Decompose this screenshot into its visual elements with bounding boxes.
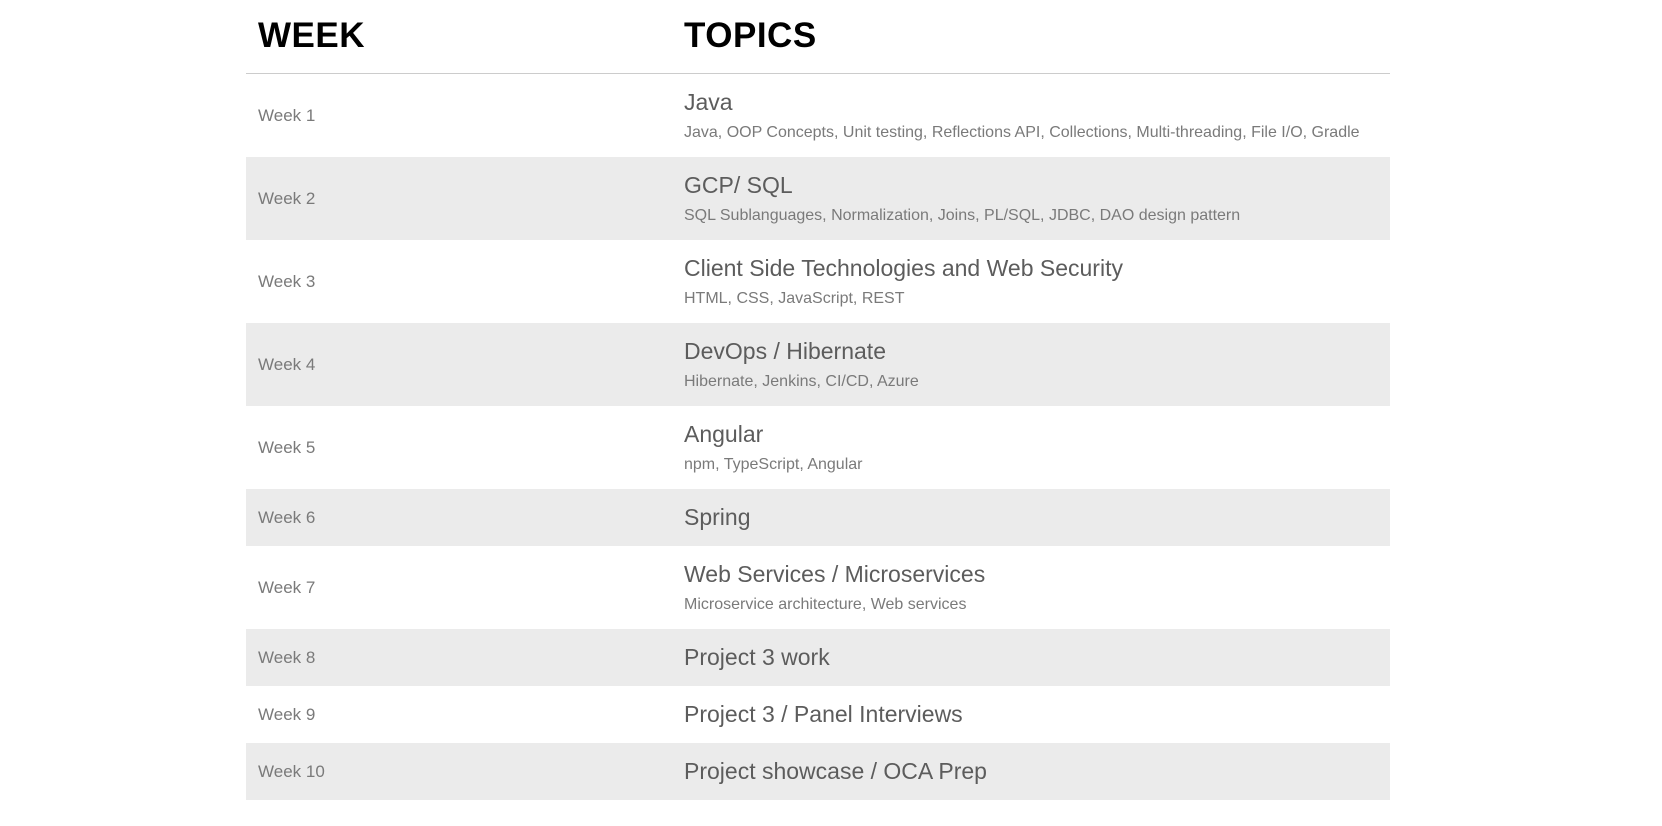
topic-cell: DevOps / Hibernate Hibernate, Jenkins, C…	[684, 338, 1390, 392]
week-column-header: WEEK	[258, 16, 365, 55]
topic-details: HTML, CSS, JavaScript, REST	[684, 290, 905, 308]
week-label: Week 10	[258, 761, 325, 781]
topic-cell: Client Side Technologies and Web Securit…	[684, 255, 1390, 309]
curriculum-table: WEEK TOPICS Week 1 Java Java, OOP Concep…	[246, 0, 1390, 800]
week-label: Week 4	[258, 354, 316, 374]
table-row: Week 9 Project 3 / Panel Interviews	[246, 686, 1390, 743]
week-label: Week 6	[258, 507, 316, 527]
topic-title: Spring	[684, 503, 751, 530]
topic-title: Angular	[684, 420, 764, 447]
topics-column-header: TOPICS	[684, 16, 817, 55]
table-row: Week 8 Project 3 work	[246, 629, 1390, 686]
topic-cell: Project 3 work	[684, 644, 1390, 672]
topic-title: Project 3 / Panel Interviews	[684, 700, 963, 727]
topic-cell: Angular npm, TypeScript, Angular	[684, 421, 1390, 475]
table-row: Week 4 DevOps / Hibernate Hibernate, Jen…	[246, 323, 1390, 406]
topic-cell: Spring	[684, 504, 1390, 532]
table-row: Week 10 Project showcase / OCA Prep	[246, 743, 1390, 800]
week-label: Week 3	[258, 271, 316, 291]
topic-title: Project showcase / OCA Prep	[684, 757, 987, 784]
topic-details: Hibernate, Jenkins, CI/CD, Azure	[684, 373, 919, 391]
topic-cell: Web Services / Microservices Microservic…	[684, 561, 1390, 615]
table-row: Week 2 GCP/ SQL SQL Sublanguages, Normal…	[246, 157, 1390, 240]
table-row: Week 5 Angular npm, TypeScript, Angular	[246, 406, 1390, 489]
week-label: Week 2	[258, 188, 316, 208]
table-row: Week 6 Spring	[246, 489, 1390, 546]
topic-title: Java	[684, 88, 733, 115]
topic-details: npm, TypeScript, Angular	[684, 456, 863, 474]
table-row: Week 1 Java Java, OOP Concepts, Unit tes…	[246, 74, 1390, 157]
topic-title: Web Services / Microservices	[684, 560, 986, 587]
topic-title: Project 3 work	[684, 643, 830, 670]
table-row: Week 7 Web Services / Microservices Micr…	[246, 546, 1390, 629]
week-label: Week 8	[258, 647, 316, 667]
topic-title: GCP/ SQL	[684, 171, 793, 198]
topic-details: Java, OOP Concepts, Unit testing, Reflec…	[684, 124, 1360, 142]
table-row: Week 3 Client Side Technologies and Web …	[246, 240, 1390, 323]
table-header: WEEK TOPICS	[246, 0, 1390, 74]
topic-title: Client Side Technologies and Web Securit…	[684, 254, 1123, 281]
topic-cell: Project showcase / OCA Prep	[684, 758, 1390, 786]
topic-details: SQL Sublanguages, Normalization, Joins, …	[684, 207, 1241, 225]
week-label: Week 9	[258, 704, 316, 724]
week-label: Week 5	[258, 437, 316, 457]
week-label: Week 7	[258, 577, 316, 597]
topic-cell: GCP/ SQL SQL Sublanguages, Normalization…	[684, 172, 1390, 226]
topic-title: DevOps / Hibernate	[684, 337, 886, 364]
topic-details: Microservice architecture, Web services	[684, 596, 967, 614]
topic-cell: Project 3 / Panel Interviews	[684, 701, 1390, 729]
topic-cell: Java Java, OOP Concepts, Unit testing, R…	[684, 89, 1390, 143]
week-label: Week 1	[258, 105, 316, 125]
